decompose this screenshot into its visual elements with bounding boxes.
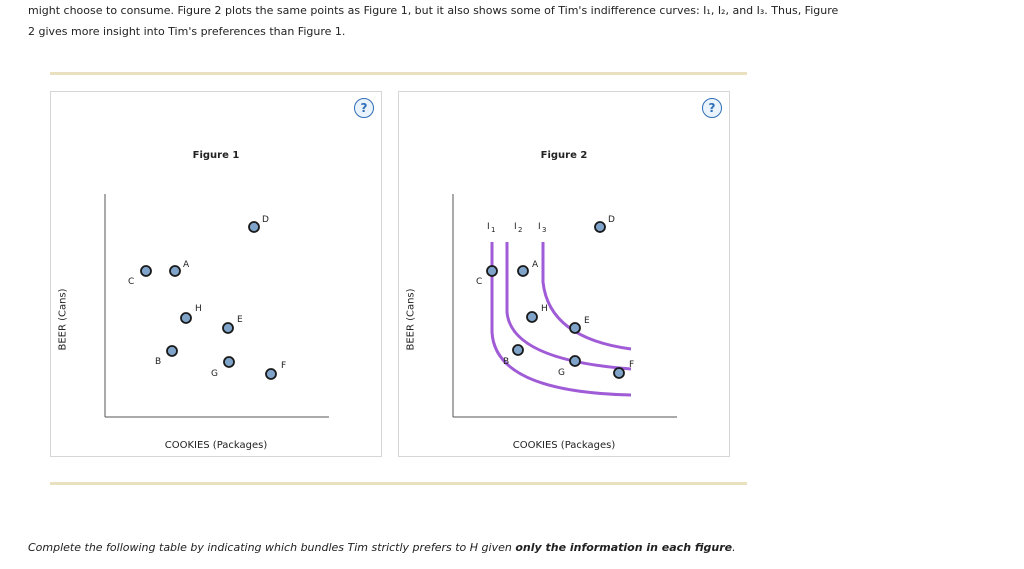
figure-1-title: Figure 1 bbox=[192, 150, 240, 161]
point-f: F bbox=[265, 361, 286, 380]
point-label-e: E bbox=[237, 315, 243, 325]
point-g: G bbox=[558, 355, 581, 378]
point-b: B bbox=[155, 345, 178, 367]
divider-top bbox=[50, 72, 747, 75]
point-c: C bbox=[128, 265, 152, 287]
point-label-c: C bbox=[128, 277, 134, 287]
point-b: B bbox=[503, 344, 524, 367]
indifference-curve-i2 bbox=[505, 242, 632, 371]
instruction-prefix: Complete the following table by indicati… bbox=[28, 541, 516, 554]
point-c: C bbox=[476, 265, 498, 287]
indifference-curve-i3 bbox=[541, 242, 632, 351]
point-e: E bbox=[222, 315, 243, 334]
point-label-f: F bbox=[629, 360, 634, 370]
help-icon[interactable]: ? bbox=[702, 98, 722, 118]
point-a: A bbox=[517, 260, 539, 277]
point-label-d: D bbox=[608, 215, 615, 225]
point-a: A bbox=[169, 260, 190, 277]
point-label-g: G bbox=[211, 369, 218, 379]
point-e: E bbox=[569, 316, 590, 334]
point-label-g: G bbox=[558, 368, 565, 378]
point-f: F bbox=[613, 360, 634, 379]
point-d: D bbox=[594, 215, 615, 233]
point-label-c: C bbox=[476, 277, 482, 287]
point-label-h: H bbox=[541, 304, 548, 314]
instruction-suffix: . bbox=[732, 541, 736, 554]
point-label-e: E bbox=[584, 316, 590, 326]
svg-text:2: 2 bbox=[518, 226, 522, 234]
svg-text:I: I bbox=[514, 222, 517, 232]
point-h: H bbox=[180, 304, 202, 324]
point-label-d: D bbox=[262, 215, 269, 225]
indifference-curve-i1 bbox=[490, 242, 632, 397]
point-label-b: B bbox=[503, 357, 509, 367]
curve-label-i2: I 2 bbox=[514, 222, 522, 234]
svg-text:I: I bbox=[487, 222, 490, 232]
help-icon[interactable]: ? bbox=[354, 98, 374, 118]
intro-line-2: 2 gives more insight into Tim's preferen… bbox=[28, 25, 346, 38]
instruction-text: Complete the following table by indicati… bbox=[28, 541, 736, 554]
point-label-h: H bbox=[195, 304, 202, 314]
point-label-a: A bbox=[183, 260, 190, 270]
point-label-f: F bbox=[281, 361, 286, 371]
figure-2-panel: ? Figure 2 BEER (Cans) COOKIES (Packages… bbox=[398, 91, 730, 457]
point-label-a: A bbox=[532, 260, 539, 270]
point-g: G bbox=[211, 356, 235, 379]
point-d: D bbox=[248, 215, 269, 233]
figure-1-plot: C A D H E B G F bbox=[104, 194, 329, 418]
curve-label-i3: I 3 bbox=[538, 222, 546, 234]
point-h: H bbox=[526, 304, 548, 323]
figure-1-x-axis-label: COOKIES (Packages) bbox=[164, 440, 268, 451]
figure-2-plot: I 1 I 2 I 3 C A D H E bbox=[452, 194, 677, 418]
point-label-b: B bbox=[155, 357, 161, 367]
svg-text:1: 1 bbox=[491, 226, 495, 234]
figure-1-panel: ? Figure 1 BEER (Cans) COOKIES (Packages… bbox=[50, 91, 382, 457]
intro-line-1: might choose to consume. Figure 2 plots … bbox=[28, 4, 839, 17]
intro-text: might choose to consume. Figure 2 plots … bbox=[28, 0, 988, 42]
figure-2-title: Figure 2 bbox=[540, 150, 588, 161]
svg-text:3: 3 bbox=[542, 226, 546, 234]
figure-2-x-axis-label: COOKIES (Packages) bbox=[512, 440, 616, 451]
curve-label-i1: I 1 bbox=[487, 222, 495, 234]
svg-text:I: I bbox=[538, 222, 541, 232]
divider-bottom bbox=[50, 482, 747, 485]
instruction-emphasis: only the information in each figure bbox=[515, 541, 733, 554]
